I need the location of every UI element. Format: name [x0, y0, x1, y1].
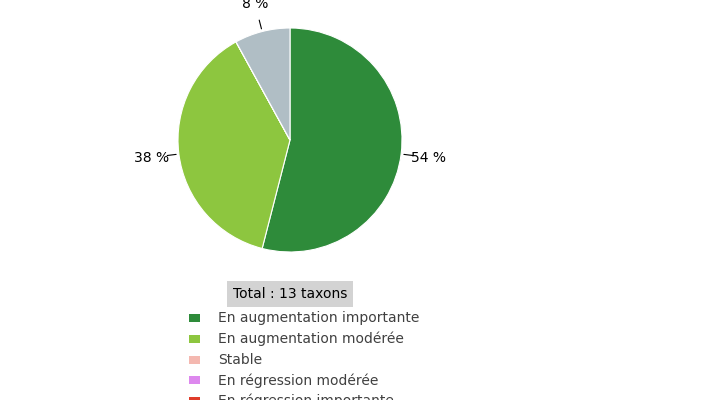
- Wedge shape: [178, 42, 290, 248]
- Text: Total : 13 taxons: Total : 13 taxons: [233, 287, 347, 301]
- Text: En augmentation modérée: En augmentation modérée: [218, 332, 404, 346]
- Wedge shape: [236, 42, 290, 140]
- Text: 8 %: 8 %: [242, 0, 268, 11]
- Wedge shape: [236, 28, 290, 140]
- Text: En augmentation importante: En augmentation importante: [218, 311, 420, 325]
- Wedge shape: [236, 42, 290, 140]
- Wedge shape: [262, 28, 402, 252]
- Wedge shape: [236, 42, 290, 140]
- Text: 54 %: 54 %: [411, 150, 447, 164]
- Text: 38 %: 38 %: [133, 150, 169, 164]
- Text: Stable: Stable: [218, 353, 262, 366]
- Text: En régression importante: En régression importante: [218, 394, 394, 400]
- Text: En régression modérée: En régression modérée: [218, 373, 378, 388]
